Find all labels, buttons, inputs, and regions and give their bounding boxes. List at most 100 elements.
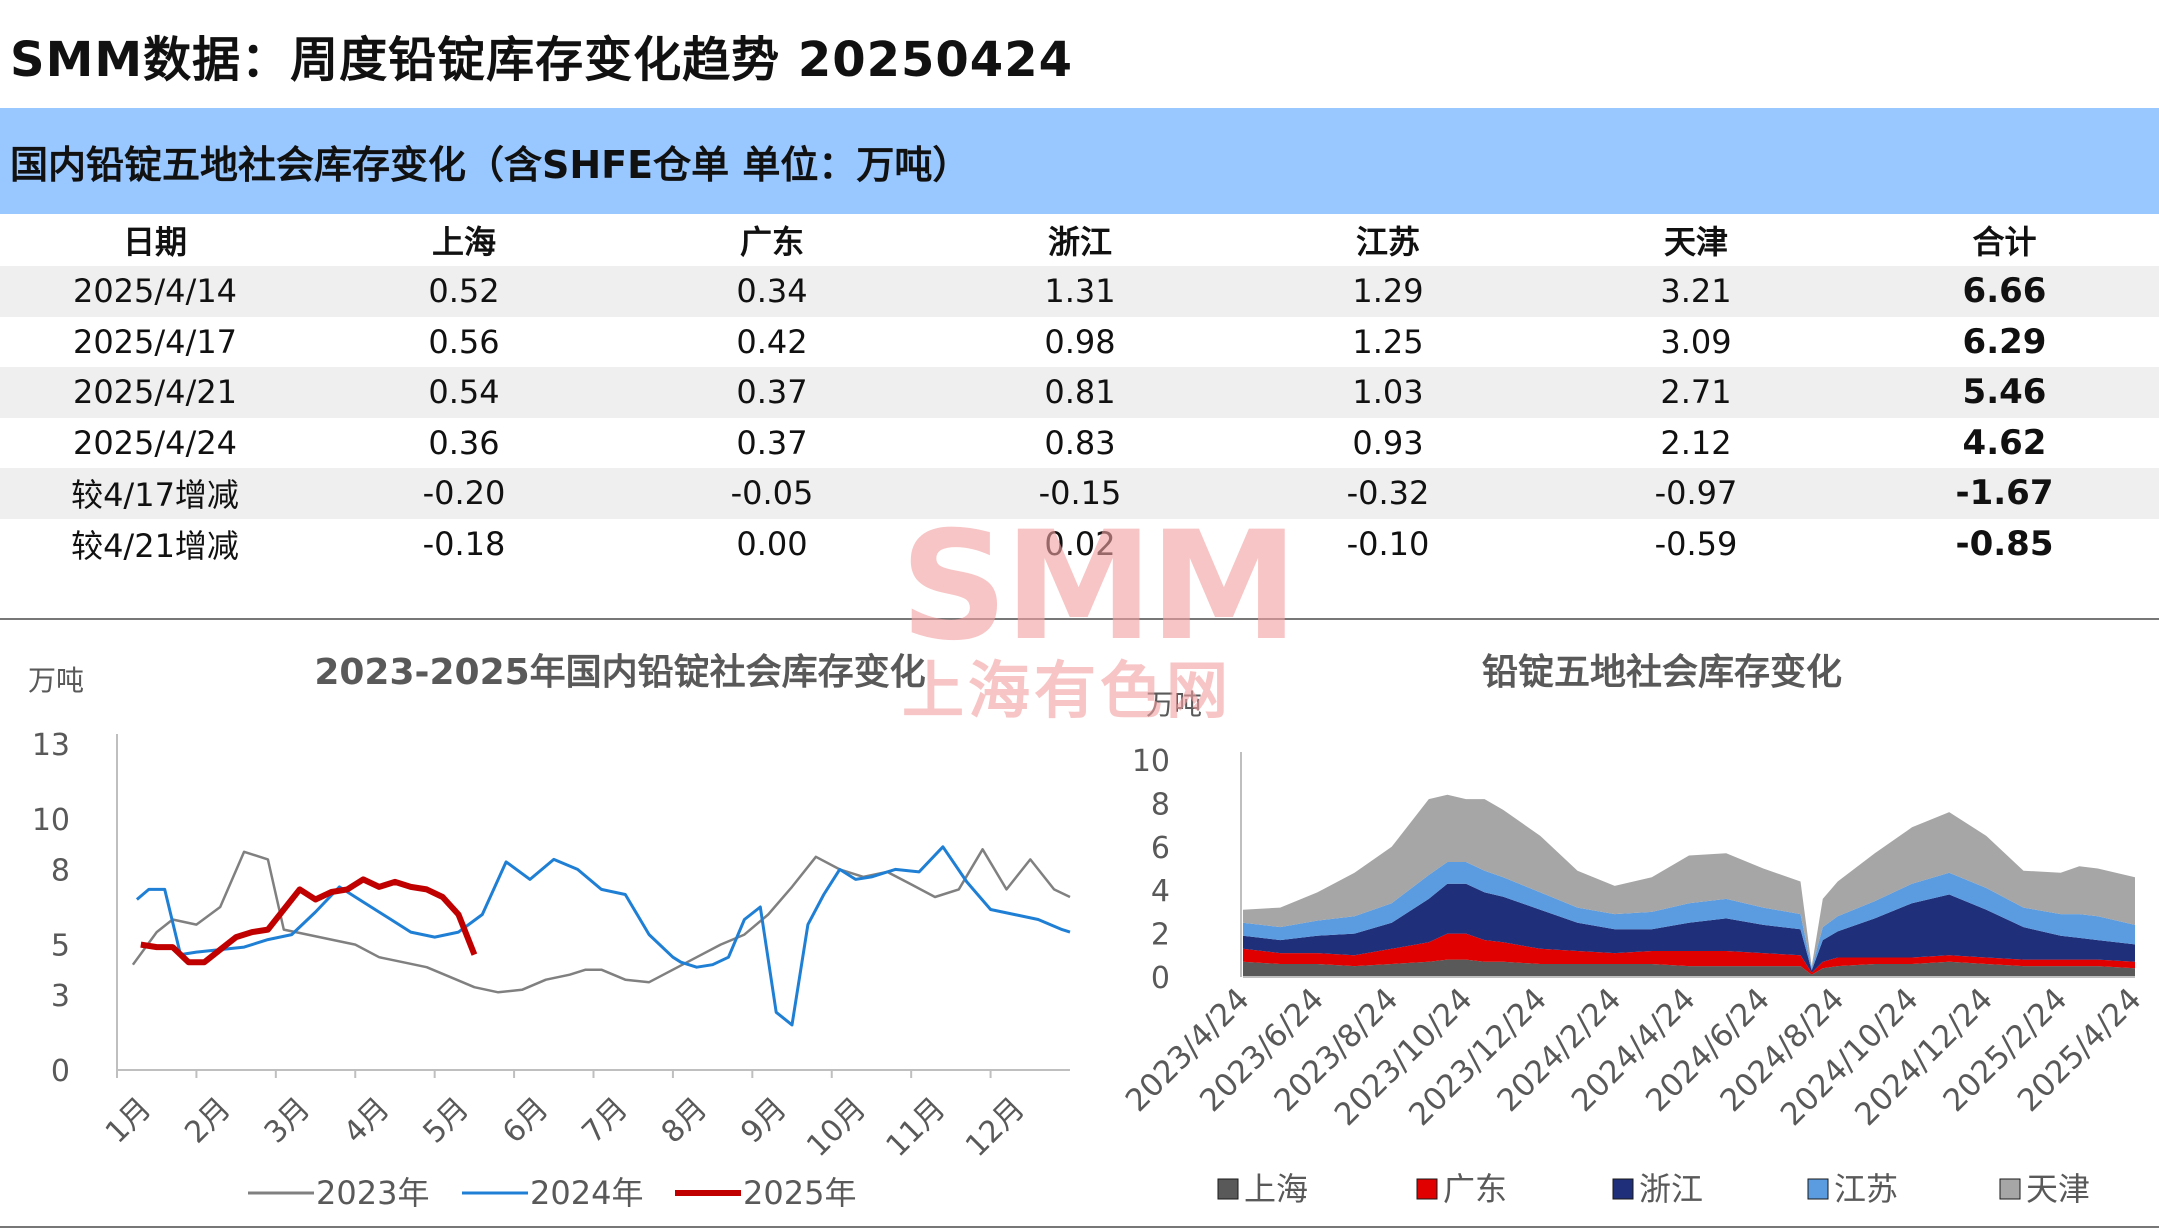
cell-total: -1.67 <box>1850 468 2159 519</box>
y-tick-label: 5 <box>51 929 70 964</box>
y-tick-label: 13 <box>32 728 70 763</box>
x-tick-label: 11月 <box>880 1091 953 1164</box>
cell-total: 5.46 <box>1850 367 2159 418</box>
legend-swatch <box>1999 1178 2021 1200</box>
cell-total: 6.29 <box>1962 321 2047 362</box>
cell-date: 2025/4/24 <box>72 423 238 462</box>
cell-shanghai: 0.56 <box>428 322 500 361</box>
page-title: SMM数据：周度铅锭库存变化趋势 20250424 <box>10 32 1074 88</box>
header-total: 合计 <box>1972 223 2037 261</box>
header-guangdong: 广东 <box>739 223 804 261</box>
cell-zhejiang: 0.81 <box>926 367 1234 418</box>
cell-date: 2025/4/14 <box>0 266 310 317</box>
x-tick-label: 4月 <box>337 1091 396 1150</box>
cell-guangdong: 0.42 <box>736 322 808 361</box>
cell-guangdong: -0.05 <box>618 468 926 519</box>
header-date: 日期 <box>122 223 187 261</box>
series-line-2024年 <box>135 845 1071 1027</box>
y-tick-label: 8 <box>1151 787 1170 822</box>
cell-jiangsu: 1.03 <box>1234 367 1542 418</box>
cell-jiangsu: 0.93 <box>1352 423 1424 462</box>
x-tick-label: 6月 <box>496 1091 555 1150</box>
header-jiangsu: 江苏 <box>1355 223 1420 261</box>
x-tick-label: 7月 <box>575 1091 634 1150</box>
x-tick-label: 8月 <box>655 1091 714 1150</box>
cell-tianjin: -0.97 <box>1542 468 1850 519</box>
y-tick-label: 10 <box>32 803 70 838</box>
cell-jiangsu: -0.10 <box>1346 524 1430 563</box>
y-tick-label: 0 <box>1151 961 1170 996</box>
header-tianjin: 天津 <box>1663 223 1728 261</box>
x-tick-label: 10月 <box>800 1091 873 1164</box>
table-row: 2025/4/21 0.54 0.37 0.81 1.03 2.71 5.46 <box>0 367 2159 418</box>
area-chart-ylabel: 万吨 <box>1146 688 1202 721</box>
legend-label: 江苏 <box>1834 1170 1898 1208</box>
y-tick-label: 4 <box>1151 874 1170 909</box>
line-chart-ylabel: 万吨 <box>28 664 84 697</box>
cell-date: 较4/17增减 <box>0 468 310 519</box>
area-chart-title: 铅锭五地社会库存变化 <box>1482 651 1842 693</box>
cell-guangdong: 0.37 <box>736 423 808 462</box>
legend-label: 广东 <box>1443 1170 1507 1208</box>
legend-label: 上海 <box>1244 1170 1308 1208</box>
table-row: 较4/21增减 -0.18 0.00 0.02 -0.10 -0.59 -0.85 <box>0 519 2159 570</box>
cell-date: 2025/4/17 <box>72 322 238 361</box>
cell-zhejiang: 1.31 <box>926 266 1234 317</box>
cell-shanghai: 0.52 <box>310 266 618 317</box>
cell-total: 4.62 <box>1962 422 2047 463</box>
cell-jiangsu: -0.32 <box>1234 468 1542 519</box>
y-tick-label: 6 <box>1151 831 1170 866</box>
table-header-row: 日期 上海 广东 浙江 江苏 天津 合计 <box>0 214 2159 266</box>
section-divider <box>0 618 2159 620</box>
cell-jiangsu: 1.29 <box>1234 266 1542 317</box>
header-shanghai: 上海 <box>431 223 496 261</box>
y-tick-label: 3 <box>51 979 70 1014</box>
legend-label: 2024年 <box>530 1174 643 1212</box>
x-tick-label: 12月 <box>959 1091 1032 1164</box>
area-浙江 <box>1243 883 2135 973</box>
cell-shanghai: 0.54 <box>310 367 618 418</box>
section-header: 国内铅锭五地社会库存变化（含SHFE仓单 单位：万吨） <box>0 108 2159 214</box>
cell-date: 2025/4/21 <box>0 367 310 418</box>
y-tick-label: 8 <box>51 853 70 888</box>
inventory-table: 日期 上海 广东 浙江 江苏 天津 合计 2025/4/14 0.52 0.34 1.… <box>0 214 2159 569</box>
cell-zhejiang: 0.02 <box>1044 524 1116 563</box>
y-tick-label: 0 <box>51 1054 70 1089</box>
cell-shanghai: -0.20 <box>310 468 618 519</box>
table-row: 2025/4/14 0.52 0.34 1.31 1.29 3.21 6.66 <box>0 266 2159 317</box>
cell-tianjin: 3.09 <box>1660 322 1732 361</box>
x-tick-label: 5月 <box>417 1091 476 1150</box>
x-tick-label: 1月 <box>99 1091 158 1150</box>
bottom-divider <box>0 1226 2159 1228</box>
x-tick-label: 3月 <box>258 1091 317 1150</box>
x-tick-label: 9月 <box>734 1091 793 1150</box>
legend-swatch <box>1807 1178 1829 1200</box>
cell-guangdong: 0.00 <box>736 524 808 563</box>
x-tick-label: 2月 <box>178 1091 237 1150</box>
cell-tianjin: -0.59 <box>1654 524 1738 563</box>
cell-shanghai: -0.18 <box>422 524 506 563</box>
table-row: 2025/4/24 0.36 0.37 0.83 0.93 2.12 4.62 <box>0 418 2159 469</box>
legend-label: 浙江 <box>1639 1170 1703 1208</box>
cell-zhejiang: 0.83 <box>1044 423 1116 462</box>
header-zhejiang: 浙江 <box>1047 223 1112 261</box>
line-chart-title: 2023-2025年国内铅锭社会库存变化 <box>314 651 925 693</box>
area-上海 <box>1243 959 2135 977</box>
area-广东 <box>1243 933 2135 975</box>
legend-label: 2025年 <box>743 1174 856 1212</box>
area-江苏 <box>1243 862 2135 971</box>
y-tick-label: 2 <box>1151 918 1170 953</box>
cell-total: -0.85 <box>1955 523 2054 564</box>
area-天津 <box>1243 794 2135 969</box>
cell-jiangsu: 1.25 <box>1352 322 1424 361</box>
legend-label: 2023年 <box>316 1174 429 1212</box>
stacked-area-chart: 铅锭五地社会库存变化万吨02468102023/4/242023/6/24202… <box>1119 651 2149 1208</box>
line-chart: 2023-2025年国内铅锭社会库存变化 万吨 0 3 5 8 10 13 1月 2月 3月 4月 5月… <box>28 651 1071 1212</box>
legend-swatch <box>1612 1178 1634 1200</box>
cell-tianjin: 2.12 <box>1660 423 1732 462</box>
legend-swatch <box>1416 1178 1438 1200</box>
cell-zhejiang: 0.98 <box>1044 322 1116 361</box>
table-row: 2025/4/17 0.56 0.42 0.98 1.25 3.09 6.29 <box>0 317 2159 368</box>
y-tick-label: 10 <box>1132 744 1170 779</box>
cell-zhejiang: -0.15 <box>926 468 1234 519</box>
